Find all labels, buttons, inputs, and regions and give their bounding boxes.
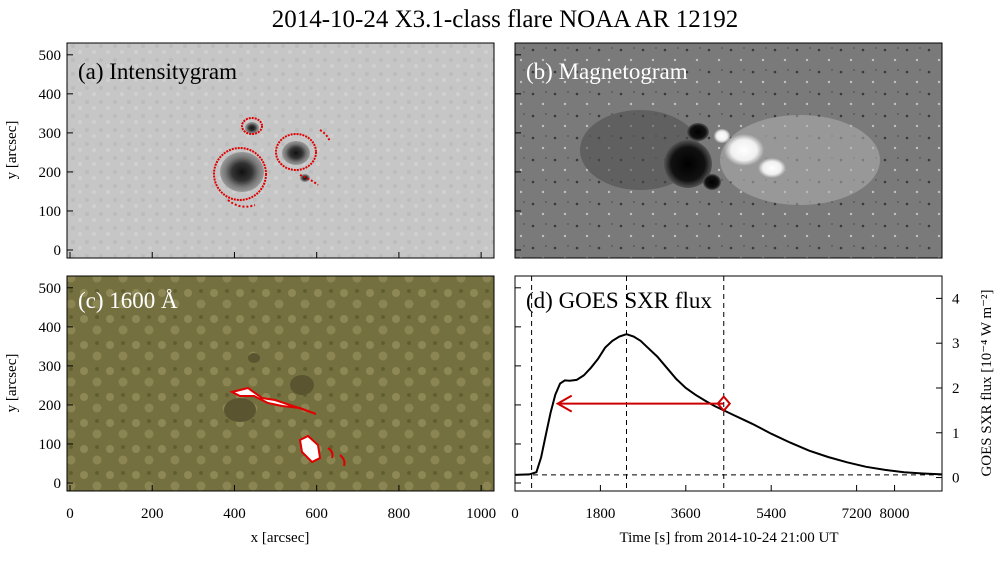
x-tick-label: 1000 — [466, 506, 496, 522]
panel-c-label: (c) 1600 Å — [78, 288, 178, 313]
y-tick-label: 400 — [39, 87, 62, 103]
chart-y-tick-label: 3 — [952, 336, 960, 352]
panel-d-goes-chart: 0 1800 3600 5400 7200 8000 0 1 2 3 4 (d) GOES SXR … — [511, 275, 960, 522]
y-tick-label: 300 — [39, 126, 62, 142]
x-tick-label: 800 — [388, 506, 411, 522]
chart-x-axis-label: Time [s] from 2014-10-24 21:00 UT — [619, 530, 838, 546]
chart-y-axis-label: GOES SXR flux [10⁻⁴ W m⁻²] — [979, 289, 995, 476]
panel-b-label: (b) Magnetogram — [526, 59, 688, 84]
y-tick-label: 500 — [39, 48, 62, 64]
x-tick-label: 200 — [141, 506, 164, 522]
y-tick-label: 0 — [54, 243, 62, 259]
polarity-regions — [580, 110, 880, 205]
chart-x-tick-label: 0 — [511, 506, 519, 522]
chart-x-tick-label: 3600 — [671, 506, 701, 522]
sunspot-group — [213, 117, 331, 208]
y-tick-label: 300 — [39, 359, 62, 375]
y-tick-label: 500 — [39, 281, 62, 297]
x-tick-label: 600 — [305, 506, 328, 522]
panel-a-intensitygram: (a) Intensitygram — [66, 42, 495, 259]
chart-x-tick-label: 1800 — [585, 506, 615, 522]
duration-end-diamond — [716, 395, 732, 413]
flare-ribbons — [224, 353, 346, 467]
chart-layer: 0 1800 3600 5400 7200 8000 0 1 2 3 4 — [511, 276, 960, 522]
y-tick-label: 100 — [39, 204, 62, 220]
chart-y-tick-label: 2 — [952, 381, 960, 397]
y-tick-label: 200 — [39, 398, 62, 414]
panel-d-label: (d) GOES SXR flux — [526, 288, 712, 313]
ribbon-north — [229, 386, 317, 415]
chart-y-tick-label: 1 — [952, 426, 960, 442]
x-tick-label: 400 — [223, 506, 246, 522]
chart-y-tick-label: 4 — [952, 291, 960, 307]
axes-layer: 0 100 200 300 400 500 0 100 200 300 400 500 0 200 400 6… — [39, 48, 521, 522]
figure-title: 2014-10-24 X3.1-class flare NOAA AR 1219… — [272, 6, 739, 33]
x-axis-label: x [arcsec] — [251, 530, 310, 546]
panel-c-aia1600: (c) 1600 Å — [66, 275, 495, 492]
chart-x-tick-label: 5400 — [756, 506, 786, 522]
goes-flux-curve — [514, 333, 943, 476]
y-tick-label: 100 — [39, 437, 62, 453]
panel-b-magnetogram: (b) Magnetogram — [514, 42, 943, 259]
y-tick-label: 200 — [39, 165, 62, 181]
ribbon-south — [298, 434, 322, 464]
intensitygram-image — [66, 42, 495, 259]
y-tick-label: 400 — [39, 320, 62, 336]
y-tick-label: 0 — [54, 476, 62, 492]
aia1600-image — [66, 275, 495, 492]
duration-arrow-head — [555, 394, 573, 413]
contour-overlay — [213, 117, 331, 208]
y-axis-label-bottom: y [arcsec] — [4, 354, 20, 413]
chart-frame — [514, 275, 943, 492]
y-axis-label-top: y [arcsec] — [4, 121, 20, 180]
chart-x-tick-label: 8000 — [880, 506, 910, 522]
x-tick-label: 0 — [66, 506, 74, 522]
chart-x-tick-label: 7200 — [842, 506, 872, 522]
chart-y-tick-label: 0 — [952, 471, 960, 487]
panel-a-label: (a) Intensitygram — [78, 59, 237, 84]
